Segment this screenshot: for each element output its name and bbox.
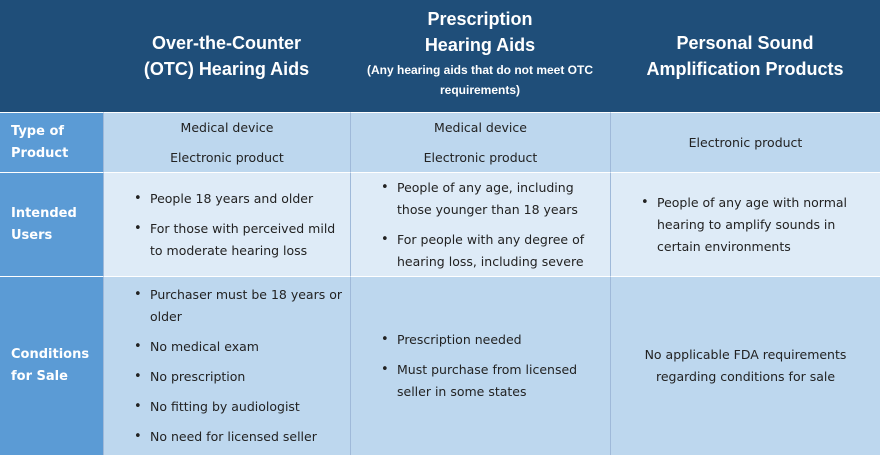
- cell-conditions-rx: Prescription needed Must purchase from l…: [350, 276, 610, 455]
- list-item: No need for licensed seller: [134, 426, 350, 448]
- cell-type-psap: Electronic product: [610, 112, 880, 172]
- row-label-type: Type of Product: [0, 112, 103, 172]
- cell-users-rx: People of any age, including those young…: [350, 172, 610, 276]
- header-rx-subtitle-line2: requirements): [439, 83, 521, 97]
- header-psap-title-line1: Personal Sound: [676, 33, 814, 53]
- row-label-conditions: Conditions for Sale: [0, 276, 103, 455]
- cell-text: Electronic product: [688, 134, 803, 150]
- row-label-users-line2: Users: [11, 227, 53, 243]
- header-rx-subtitle-line1: (Any hearing aids that do not meet OTC: [366, 63, 593, 77]
- cell-text: Medical device: [434, 119, 527, 135]
- header-prescription: Prescription Hearing Aids (Any hearing a…: [350, 0, 610, 112]
- list-item: Prescription needed: [381, 329, 592, 351]
- bullet-list: People of any age with normal hearing to…: [611, 192, 879, 258]
- cell-type-otc: Medical device Electronic product: [103, 112, 350, 172]
- list-item: People of any age, including those young…: [381, 177, 607, 221]
- cell-text: Medical device: [180, 119, 274, 135]
- row-label-type-line2: Product: [11, 145, 69, 161]
- cell-text: Electronic product: [170, 149, 284, 165]
- bullet-list: People of any age, including those young…: [351, 177, 607, 273]
- cell-text: No applicable FDA requirements: [644, 347, 847, 362]
- bullet-list: People 18 years and older For those with…: [104, 188, 350, 262]
- cell-text: regarding conditions for sale: [655, 369, 836, 384]
- row-label-users-line1: Intended: [11, 205, 77, 221]
- header-psap-title-line2: Amplification Products: [646, 59, 844, 79]
- list-item: No medical exam: [134, 336, 350, 358]
- bullet-list: Prescription needed Must purchase from l…: [351, 329, 592, 403]
- list-item: People 18 years and older: [134, 188, 350, 210]
- header-otc-title-line1: Over-the-Counter: [151, 33, 301, 53]
- row-label-conditions-line1: Conditions: [11, 347, 90, 362]
- list-item: No prescription: [134, 366, 350, 388]
- header-rx-title-line1: Prescription: [427, 9, 533, 29]
- cell-conditions-psap: No applicable FDA requirements regarding…: [610, 276, 880, 455]
- list-item: For those with perceived mild to moderat…: [134, 218, 350, 262]
- list-item: Must purchase from licensed seller in so…: [381, 359, 592, 403]
- list-item: For people with any degree of hearing lo…: [381, 229, 607, 273]
- list-item: No fitting by audiologist: [134, 396, 350, 418]
- cell-users-psap: People of any age with normal hearing to…: [610, 172, 880, 276]
- cell-text: Electronic product: [423, 149, 538, 165]
- header-otc-title-line2: (OTC) Hearing Aids: [143, 59, 310, 79]
- cell-users-otc: People 18 years and older For those with…: [103, 172, 350, 276]
- header-otc: Over-the-Counter (OTC) Hearing Aids: [103, 0, 350, 112]
- bullet-list: Purchaser must be 18 years or older No m…: [104, 284, 350, 448]
- list-item: Purchaser must be 18 years or older: [134, 284, 350, 328]
- list-item: People of any age with normal hearing to…: [641, 192, 879, 258]
- row-label-users: Intended Users: [0, 172, 103, 276]
- row-label-conditions-line2: for Sale: [11, 369, 68, 384]
- cell-conditions-otc: Purchaser must be 18 years or older No m…: [103, 276, 350, 455]
- header-rx-title-line2: Hearing Aids: [424, 35, 536, 55]
- header-psap: Personal Sound Amplification Products: [610, 0, 880, 112]
- header-corner: [0, 0, 103, 112]
- cell-type-rx: Medical device Electronic product: [350, 112, 610, 172]
- row-label-type-line1: Type of: [11, 123, 65, 139]
